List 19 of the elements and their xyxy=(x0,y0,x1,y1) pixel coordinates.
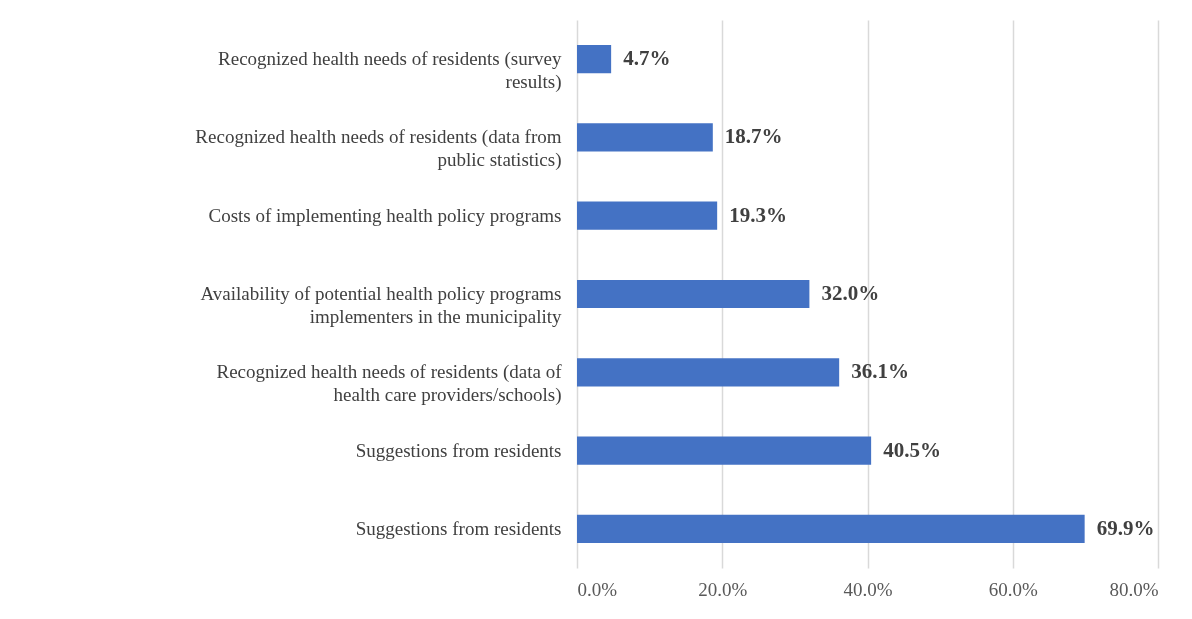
x-tick-label: 60.0% xyxy=(988,578,1038,600)
data-label: 32.0% xyxy=(821,281,880,305)
x-tick-label: 0.0% xyxy=(577,578,618,600)
data-label: 40.5% xyxy=(883,437,941,462)
x-tick-label: 20.0% xyxy=(698,578,748,600)
data-label: 36.1% xyxy=(851,359,909,384)
y-tick-label: Recognized health needs of residents (data from public statistics) xyxy=(195,126,562,172)
y-tick-label: Recognized health needs of residents (data of health care providers/schools) xyxy=(216,361,563,407)
x-tick-label: 80.0% xyxy=(1109,578,1159,600)
y-tick-label: Availability of potential health policy programs implementers in the municipality xyxy=(200,283,562,327)
y-tick-label: Suggestions from residents xyxy=(355,439,562,461)
data-label: 4.7% xyxy=(623,46,671,71)
data-label: 69.9% xyxy=(1096,515,1155,540)
x-tick-label: 40.0% xyxy=(843,578,893,600)
y-tick-label: Suggestions from residents xyxy=(355,517,562,539)
data-label: 18.7% xyxy=(724,124,783,149)
y-tick-label: Costs of implementing health policy programs xyxy=(208,204,562,226)
y-tick-label: Recognized health needs of residents (survey results) xyxy=(218,48,562,94)
data-label: 19.3% xyxy=(729,202,787,227)
